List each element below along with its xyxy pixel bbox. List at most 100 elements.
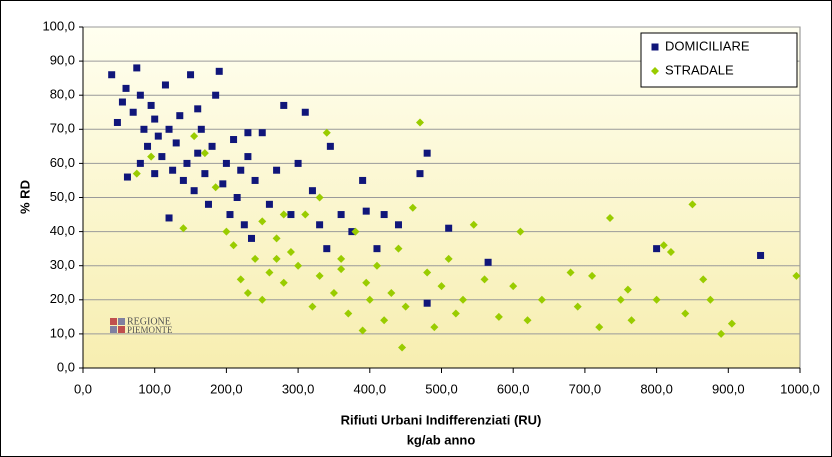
point [147,101,155,109]
point [322,128,331,137]
point [484,258,492,266]
point [566,268,575,277]
x-tick-label: 800,0 [640,381,673,396]
logo-text: PIEMONTE [127,325,173,335]
point [329,288,338,297]
point [176,112,184,120]
logo-icon [118,318,125,325]
point [358,326,367,335]
point [423,149,431,157]
logo-icon [110,318,117,325]
logo: REGIONE PIEMONTE [110,316,173,335]
point [394,244,403,253]
y-tick-label: 90,0 [50,53,75,68]
point [273,166,281,174]
point [208,142,216,150]
point [154,132,162,140]
x-tick-label: 700,0 [569,381,602,396]
point [652,295,661,304]
point [688,200,697,209]
point [230,136,238,144]
point [394,221,402,229]
point [122,84,130,92]
logo-icon [118,326,125,333]
point [279,210,288,219]
x-axis-title: Rifiuti Urbani Indifferenziati (RU) [341,412,542,427]
point [118,98,126,106]
point [226,211,234,219]
point [659,241,668,250]
point [258,217,267,226]
point [215,67,223,75]
point [108,71,116,79]
point [516,227,525,236]
point [258,295,267,304]
point [573,302,582,311]
point [509,282,518,291]
point [459,295,468,304]
point [316,221,324,229]
point [757,251,765,259]
legend-marker [651,67,659,75]
point [301,108,309,116]
point [595,323,604,332]
point [401,302,410,311]
point [161,81,169,89]
y-tick-label: 10,0 [50,325,75,340]
point [172,139,180,147]
point [147,152,156,161]
point [240,221,248,229]
point [222,159,230,167]
y-tick-label: 30,0 [50,257,75,272]
point [616,295,625,304]
point [247,234,255,242]
point [727,319,736,328]
point [380,316,389,325]
point [717,329,726,338]
point [337,254,346,263]
point [430,323,439,332]
point [212,91,220,99]
point [190,132,199,141]
point [315,193,324,202]
point [416,170,424,178]
legend-marker [651,43,659,51]
point [362,278,371,287]
point [194,149,202,157]
point [201,170,209,178]
point [337,265,346,274]
point [222,227,231,236]
x-tick-label: 400,0 [354,381,387,396]
point [151,115,159,123]
legend-label: DOMICILIARE [665,38,750,53]
point [605,213,614,222]
point [437,282,446,291]
point [387,288,396,297]
point [211,183,220,192]
point [681,309,690,318]
point [372,261,381,270]
point [706,295,715,304]
x-tick-label: 300,0 [282,381,315,396]
y-axis-title: % RD [17,180,32,214]
point [315,271,324,280]
point [165,214,173,222]
point [301,210,310,219]
point [194,105,202,113]
point [537,295,546,304]
y-tick-label: 40,0 [50,223,75,238]
point [523,316,532,325]
point [380,211,388,219]
point [351,227,360,236]
point [197,125,205,133]
point [326,142,334,150]
point [653,245,661,253]
logo-text: REGIONE [127,316,171,327]
point [165,125,173,133]
x-axis-title: kg/ab anno [407,432,476,447]
point [140,125,148,133]
point [308,187,316,195]
point [187,71,195,79]
point [344,309,353,318]
